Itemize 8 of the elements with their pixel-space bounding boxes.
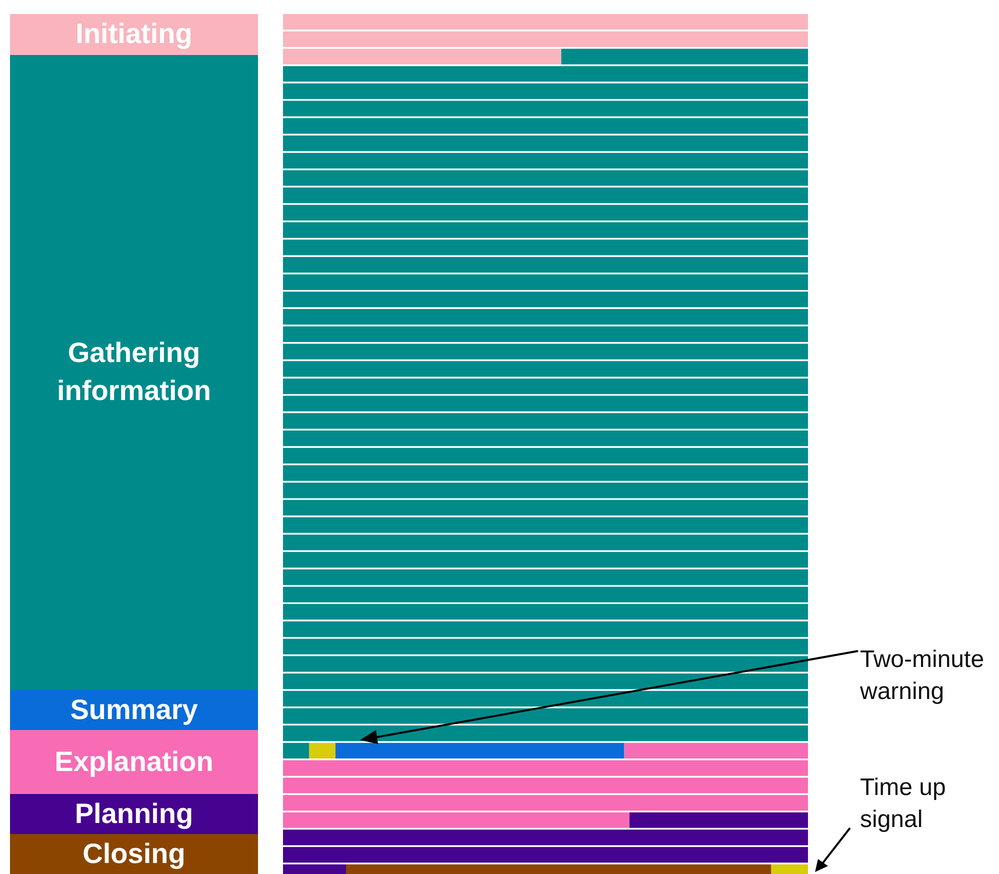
text: Time up signal [860, 773, 947, 835]
text: Initiating [10, 14, 258, 55]
text: Summary [10, 690, 258, 730]
text: Closing [10, 834, 258, 874]
text: Two-minute warning [860, 645, 986, 707]
text: Gathering information [10, 54, 258, 690]
text: Planning [10, 794, 258, 834]
text: Explanation [10, 730, 258, 794]
